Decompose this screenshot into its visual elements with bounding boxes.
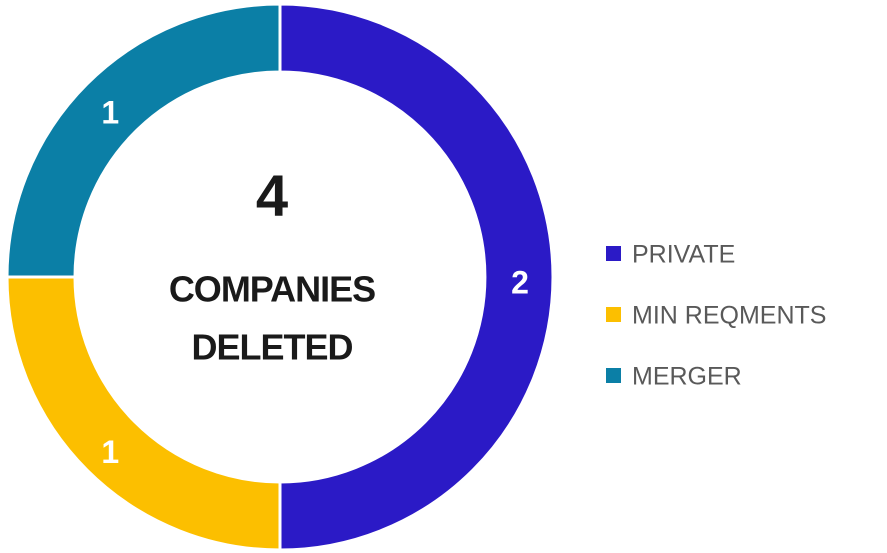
legend-label: MIN REQMENTS: [632, 302, 826, 330]
value-label: 2: [511, 264, 529, 300]
center-text: COMPANIES: [169, 269, 375, 310]
donut-slice: [5, 275, 282, 552]
legend-label: MERGER: [632, 363, 742, 391]
value-label: 1: [101, 434, 119, 470]
donut-slice: [5, 2, 282, 279]
legend-swatch: [606, 246, 621, 261]
center-text: DELETED: [191, 327, 352, 368]
center-value: 4: [256, 163, 288, 228]
legend-label: PRIVATE: [632, 241, 735, 269]
legend-swatch: [606, 307, 621, 322]
legend-swatch: [606, 368, 621, 383]
value-label: 1: [101, 95, 119, 131]
donut-slice: [278, 2, 555, 552]
